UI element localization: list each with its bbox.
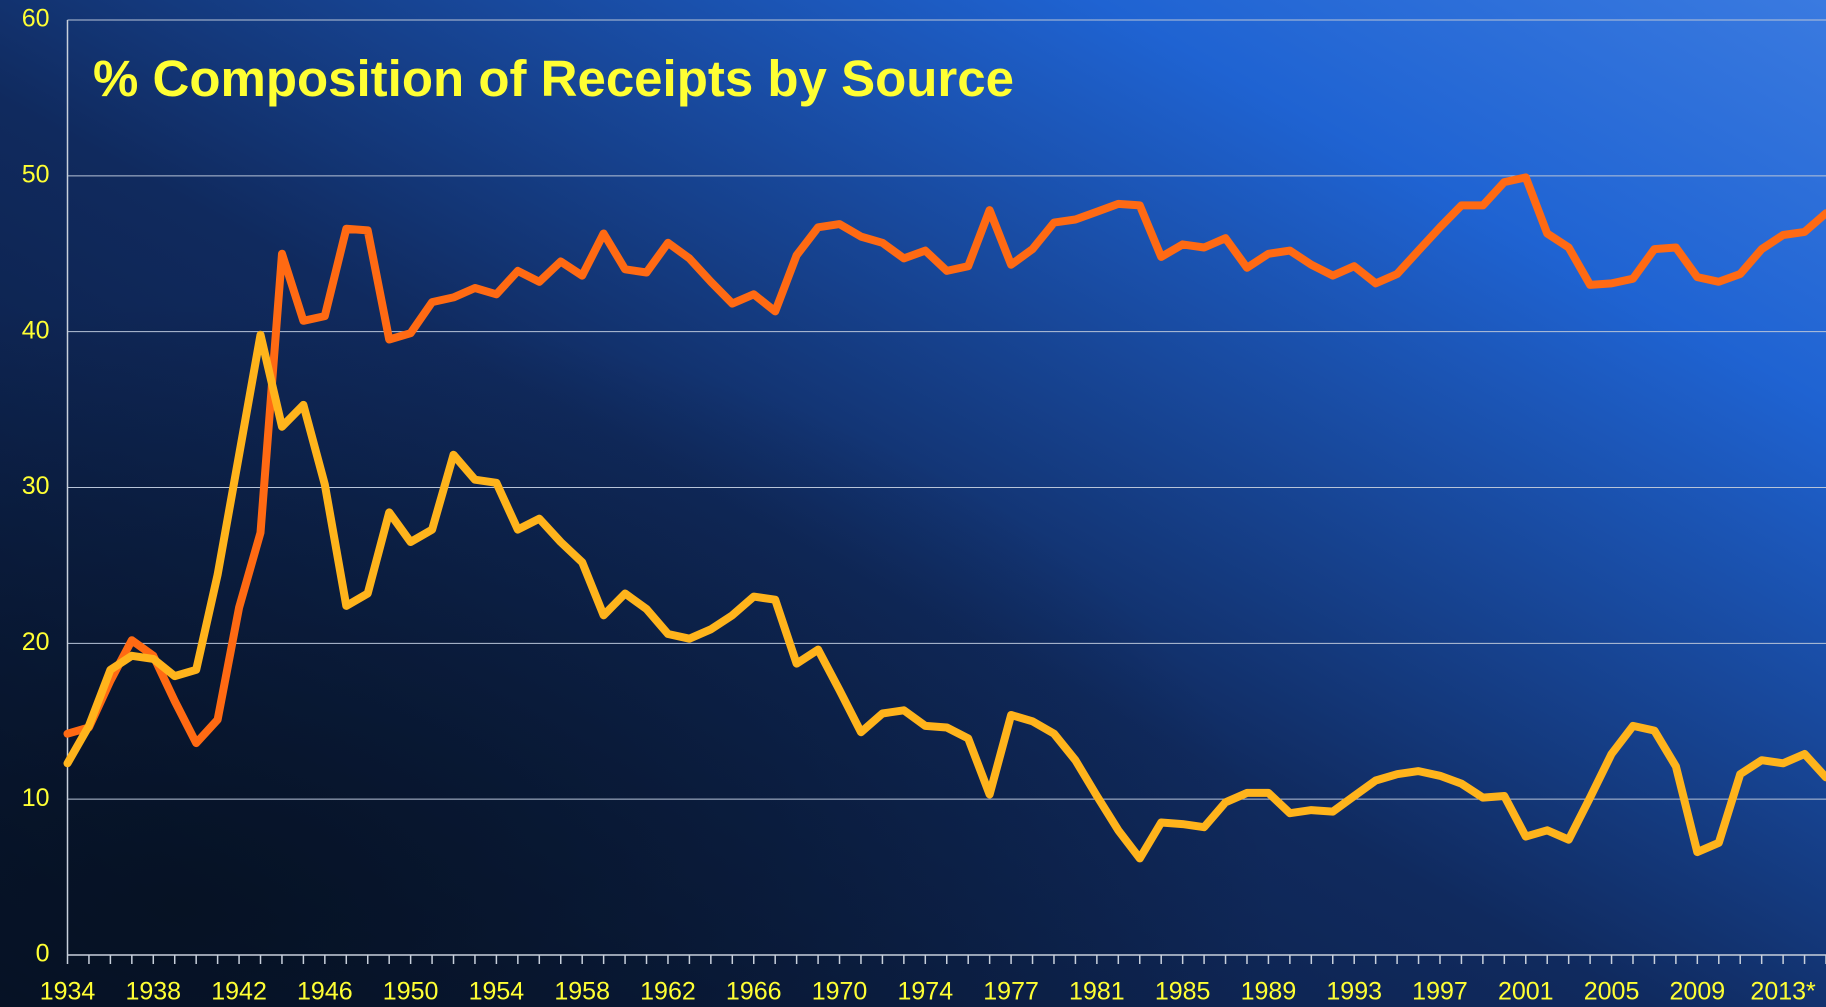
x-tick-label: 1981 <box>1069 978 1125 1006</box>
x-tick-label: 1985 <box>1155 978 1211 1006</box>
line-series <box>63 330 1826 863</box>
x-tick-label: 1974 <box>897 978 953 1006</box>
y-tick-label: 10 <box>22 784 50 812</box>
x-tick-label: 1950 <box>383 978 439 1006</box>
chart-title: % Composition of Receipts by Source <box>93 50 1014 107</box>
x-tick-label: 2013* <box>1750 978 1816 1006</box>
y-tick-label: 30 <box>22 472 50 500</box>
y-tick-label: 0 <box>36 940 50 968</box>
x-tick-label: 1946 <box>297 978 353 1006</box>
x-tick-label: 1993 <box>1326 978 1382 1006</box>
x-tick-label: 1934 <box>40 978 96 1006</box>
y-tick-label: 50 <box>22 160 50 188</box>
y-tick-label: 20 <box>22 628 50 656</box>
x-tick-label: 1997 <box>1412 978 1468 1006</box>
x-tick-label: 2001 <box>1498 978 1554 1006</box>
y-tick-label: 40 <box>22 316 50 344</box>
x-tick-label: 1954 <box>469 978 525 1006</box>
line-series <box>63 173 1826 748</box>
x-tick-label: 1970 <box>812 978 868 1006</box>
x-tick-label: 2005 <box>1584 978 1640 1006</box>
x-tick-label: 1989 <box>1241 978 1297 1006</box>
x-tick-label: 2009 <box>1670 978 1726 1006</box>
x-tick-label: 1958 <box>554 978 610 1006</box>
x-tick-label: 1942 <box>211 978 267 1006</box>
x-tick-label: 1966 <box>726 978 782 1006</box>
x-tick-label: 1938 <box>125 978 181 1006</box>
x-tick-label: 1977 <box>983 978 1039 1006</box>
y-tick-label: 60 <box>22 5 50 33</box>
x-tick-label: 1962 <box>640 978 696 1006</box>
